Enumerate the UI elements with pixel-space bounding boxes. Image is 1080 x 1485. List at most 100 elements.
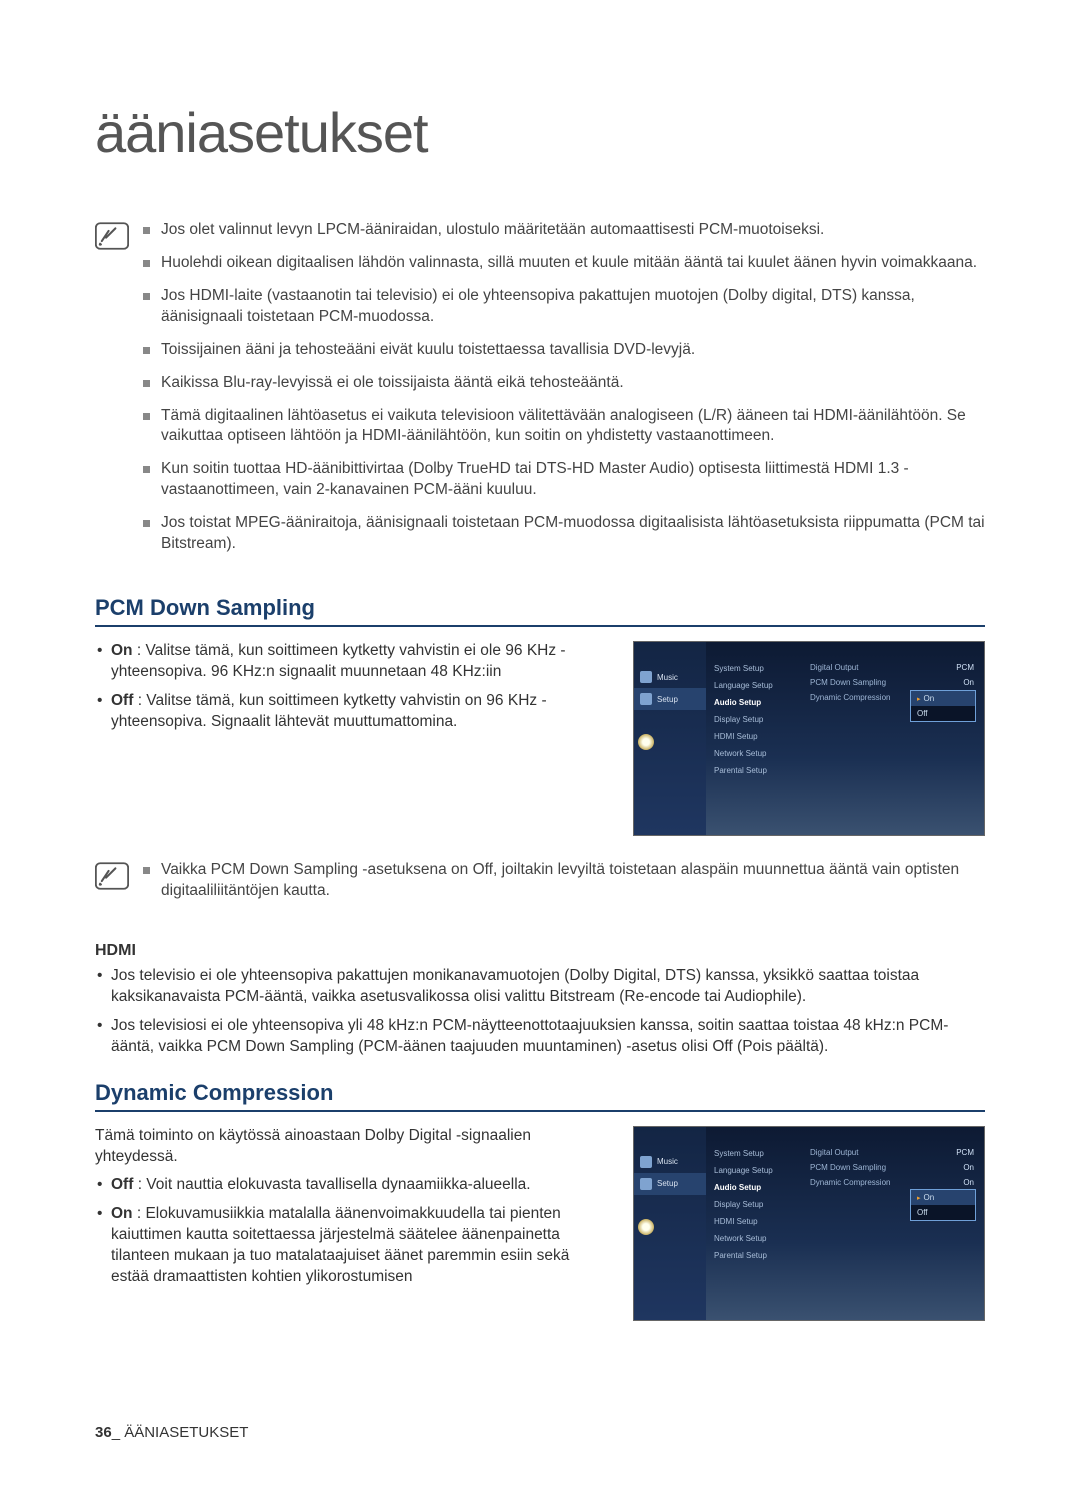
note-block-1: Jos olet valinnut levyn LPCM-ääniraidan,… — [95, 220, 985, 567]
shot-right: Digital Output PCM PCM Down Sampling On Dy… — [806, 1127, 984, 1320]
dropdown-off: Off — [911, 1205, 975, 1220]
row-val: On — [963, 1178, 974, 1187]
menu-item: Language Setup — [706, 677, 806, 694]
on-text: : Elokuvamusiikkia matalalla äänenvoimak… — [111, 1205, 569, 1285]
screenshot-dynamic: Music Setup System Setup Language Setup … — [633, 1126, 985, 1321]
note-list-1: Jos olet valinnut levyn LPCM-ääniraidan,… — [143, 220, 985, 567]
menu-item: System Setup — [706, 1145, 806, 1162]
off-label: Off — [111, 692, 133, 709]
dropdown: On Off — [910, 1189, 976, 1221]
note-item: Huolehdi oikean digitaalisen lähdön vali… — [143, 253, 985, 274]
sidebar-label: Music — [657, 1157, 678, 1166]
shot-row: Digital Output PCM — [806, 660, 984, 675]
note-item: Jos olet valinnut levyn LPCM-ääniraidan,… — [143, 220, 985, 241]
on-label: On — [111, 1205, 133, 1222]
gear-icon — [640, 693, 652, 705]
row-key: Digital Output — [810, 1148, 858, 1157]
note-item: Toissijainen ääni ja tehosteääni eivät k… — [143, 340, 985, 361]
page-number: 36 — [95, 1424, 112, 1441]
menu-item: Network Setup — [706, 745, 806, 762]
shot-row: PCM Down Sampling On — [806, 675, 984, 690]
gear-icon — [640, 1178, 652, 1190]
page-footer: 36_ ÄÄNIASETUKSET — [95, 1424, 248, 1441]
menu-item: System Setup — [706, 660, 806, 677]
note-item: Jos toistat MPEG-ääniraitoja, äänisignaa… — [143, 513, 985, 555]
sidebar-label: Setup — [657, 1179, 678, 1188]
hdmi-heading: HDMI — [95, 942, 985, 960]
dropdown-off: Off — [911, 706, 975, 721]
note-list-2: Vaikka PCM Down Sampling -asetuksena on … — [143, 860, 985, 914]
dropdown-on: On — [911, 691, 975, 706]
menu-item-active: Audio Setup — [706, 1179, 806, 1196]
menu-item: Display Setup — [706, 1196, 806, 1213]
pcm-section: On : Valitse tämä, kun soittimeen kytket… — [95, 641, 985, 836]
sidebar-item-setup: Setup — [634, 688, 706, 710]
row-key: PCM Down Sampling — [810, 1163, 886, 1172]
note-item: Kun soitin tuottaa HD-äänibittivirtaa (D… — [143, 459, 985, 501]
pcm-bullets: On : Valitse tämä, kun soittimeen kytket… — [95, 641, 609, 733]
off-label: Off — [111, 1176, 133, 1193]
sidebar-item-music: Music — [634, 1151, 706, 1173]
menu-item: HDMI Setup — [706, 728, 806, 745]
dropdown-on: On — [911, 1190, 975, 1205]
on-text: : Valitse tämä, kun soittimeen kytketty … — [111, 642, 566, 680]
dynamic-bullets: Off : Voit nauttia elokuvasta tavallisel… — [95, 1175, 609, 1288]
footer-sep: _ — [112, 1424, 120, 1441]
music-icon — [640, 671, 652, 683]
note-block-2: Vaikka PCM Down Sampling -asetuksena on … — [95, 860, 985, 914]
note-icon — [95, 860, 143, 890]
menu-item: Language Setup — [706, 1162, 806, 1179]
pcm-off-item: Off : Valitse tämä, kun soittimeen kytke… — [95, 691, 609, 733]
menu-item: Parental Setup — [706, 762, 806, 779]
note-item: Kaikissa Blu-ray-levyissä ei ole toissij… — [143, 373, 985, 394]
dynamic-intro: Tämä toiminto on käytössä ainoastaan Dol… — [95, 1126, 609, 1168]
screenshot-pcm: Music Setup System Setup Language Setup … — [633, 641, 985, 836]
music-icon — [640, 1156, 652, 1168]
disc-icon — [638, 734, 654, 750]
dynamic-heading: Dynamic Compression — [95, 1080, 985, 1112]
sidebar-item-music: Music — [634, 666, 706, 688]
shot-menu: System Setup Language Setup Audio Setup … — [706, 1127, 806, 1320]
page-title: ääniasetukset — [95, 100, 985, 165]
shot-menu: System Setup Language Setup Audio Setup … — [706, 642, 806, 835]
disc-icon — [638, 1219, 654, 1235]
row-key: Digital Output — [810, 663, 858, 672]
shot-row: PCM Down Sampling On — [806, 1160, 984, 1175]
shot-row: Digital Output PCM — [806, 1145, 984, 1160]
row-key: Dynamic Compression — [810, 1178, 890, 1187]
menu-item: Display Setup — [706, 711, 806, 728]
row-val: On — [963, 678, 974, 687]
row-val: PCM — [956, 663, 974, 672]
hdmi-item: Jos televisiosi ei ole yhteensopiva yli … — [95, 1016, 985, 1058]
pcm-on-item: On : Valitse tämä, kun soittimeen kytket… — [95, 641, 609, 683]
dynamic-section: Tämä toiminto on käytössä ainoastaan Dol… — [95, 1126, 985, 1321]
off-text: : Valitse tämä, kun soittimeen kytketty … — [111, 692, 547, 730]
hdmi-item: Jos televisio ei ole yhteensopiva pakatt… — [95, 966, 985, 1008]
row-key: PCM Down Sampling — [810, 678, 886, 687]
sidebar-label: Music — [657, 673, 678, 682]
hdmi-bullets: Jos televisio ei ole yhteensopiva pakatt… — [95, 966, 985, 1058]
menu-item: Parental Setup — [706, 1247, 806, 1264]
note-item: Tämä digitaalinen lähtöasetus ei vaikuta… — [143, 406, 985, 448]
menu-item: Network Setup — [706, 1230, 806, 1247]
shot-row: Dynamic Compression On — [806, 1175, 984, 1190]
footer-label: ÄÄNIASETUKSET — [124, 1424, 248, 1441]
hdmi-section: HDMI Jos televisio ei ole yhteensopiva p… — [95, 942, 985, 1058]
dynamic-on-item: On : Elokuvamusiikkia matalalla äänenvoi… — [95, 1204, 609, 1288]
note-item: Vaikka PCM Down Sampling -asetuksena on … — [143, 860, 985, 902]
off-text: : Voit nauttia elokuvasta tavallisella d… — [133, 1176, 530, 1193]
on-label: On — [111, 642, 133, 659]
menu-item-active: Audio Setup — [706, 694, 806, 711]
shot-right: Digital Output PCM PCM Down Sampling On Dy… — [806, 642, 984, 835]
sidebar-label: Setup — [657, 695, 678, 704]
dropdown: On Off — [910, 690, 976, 722]
note-icon — [95, 220, 143, 250]
sidebar-item-setup: Setup — [634, 1173, 706, 1195]
row-val: PCM — [956, 1148, 974, 1157]
row-val: On — [963, 1163, 974, 1172]
dynamic-off-item: Off : Voit nauttia elokuvasta tavallisel… — [95, 1175, 609, 1196]
pcm-heading: PCM Down Sampling — [95, 595, 985, 627]
note-item: Jos HDMI-laite (vastaanotin tai televisi… — [143, 286, 985, 328]
menu-item: HDMI Setup — [706, 1213, 806, 1230]
row-key: Dynamic Compression — [810, 693, 890, 702]
